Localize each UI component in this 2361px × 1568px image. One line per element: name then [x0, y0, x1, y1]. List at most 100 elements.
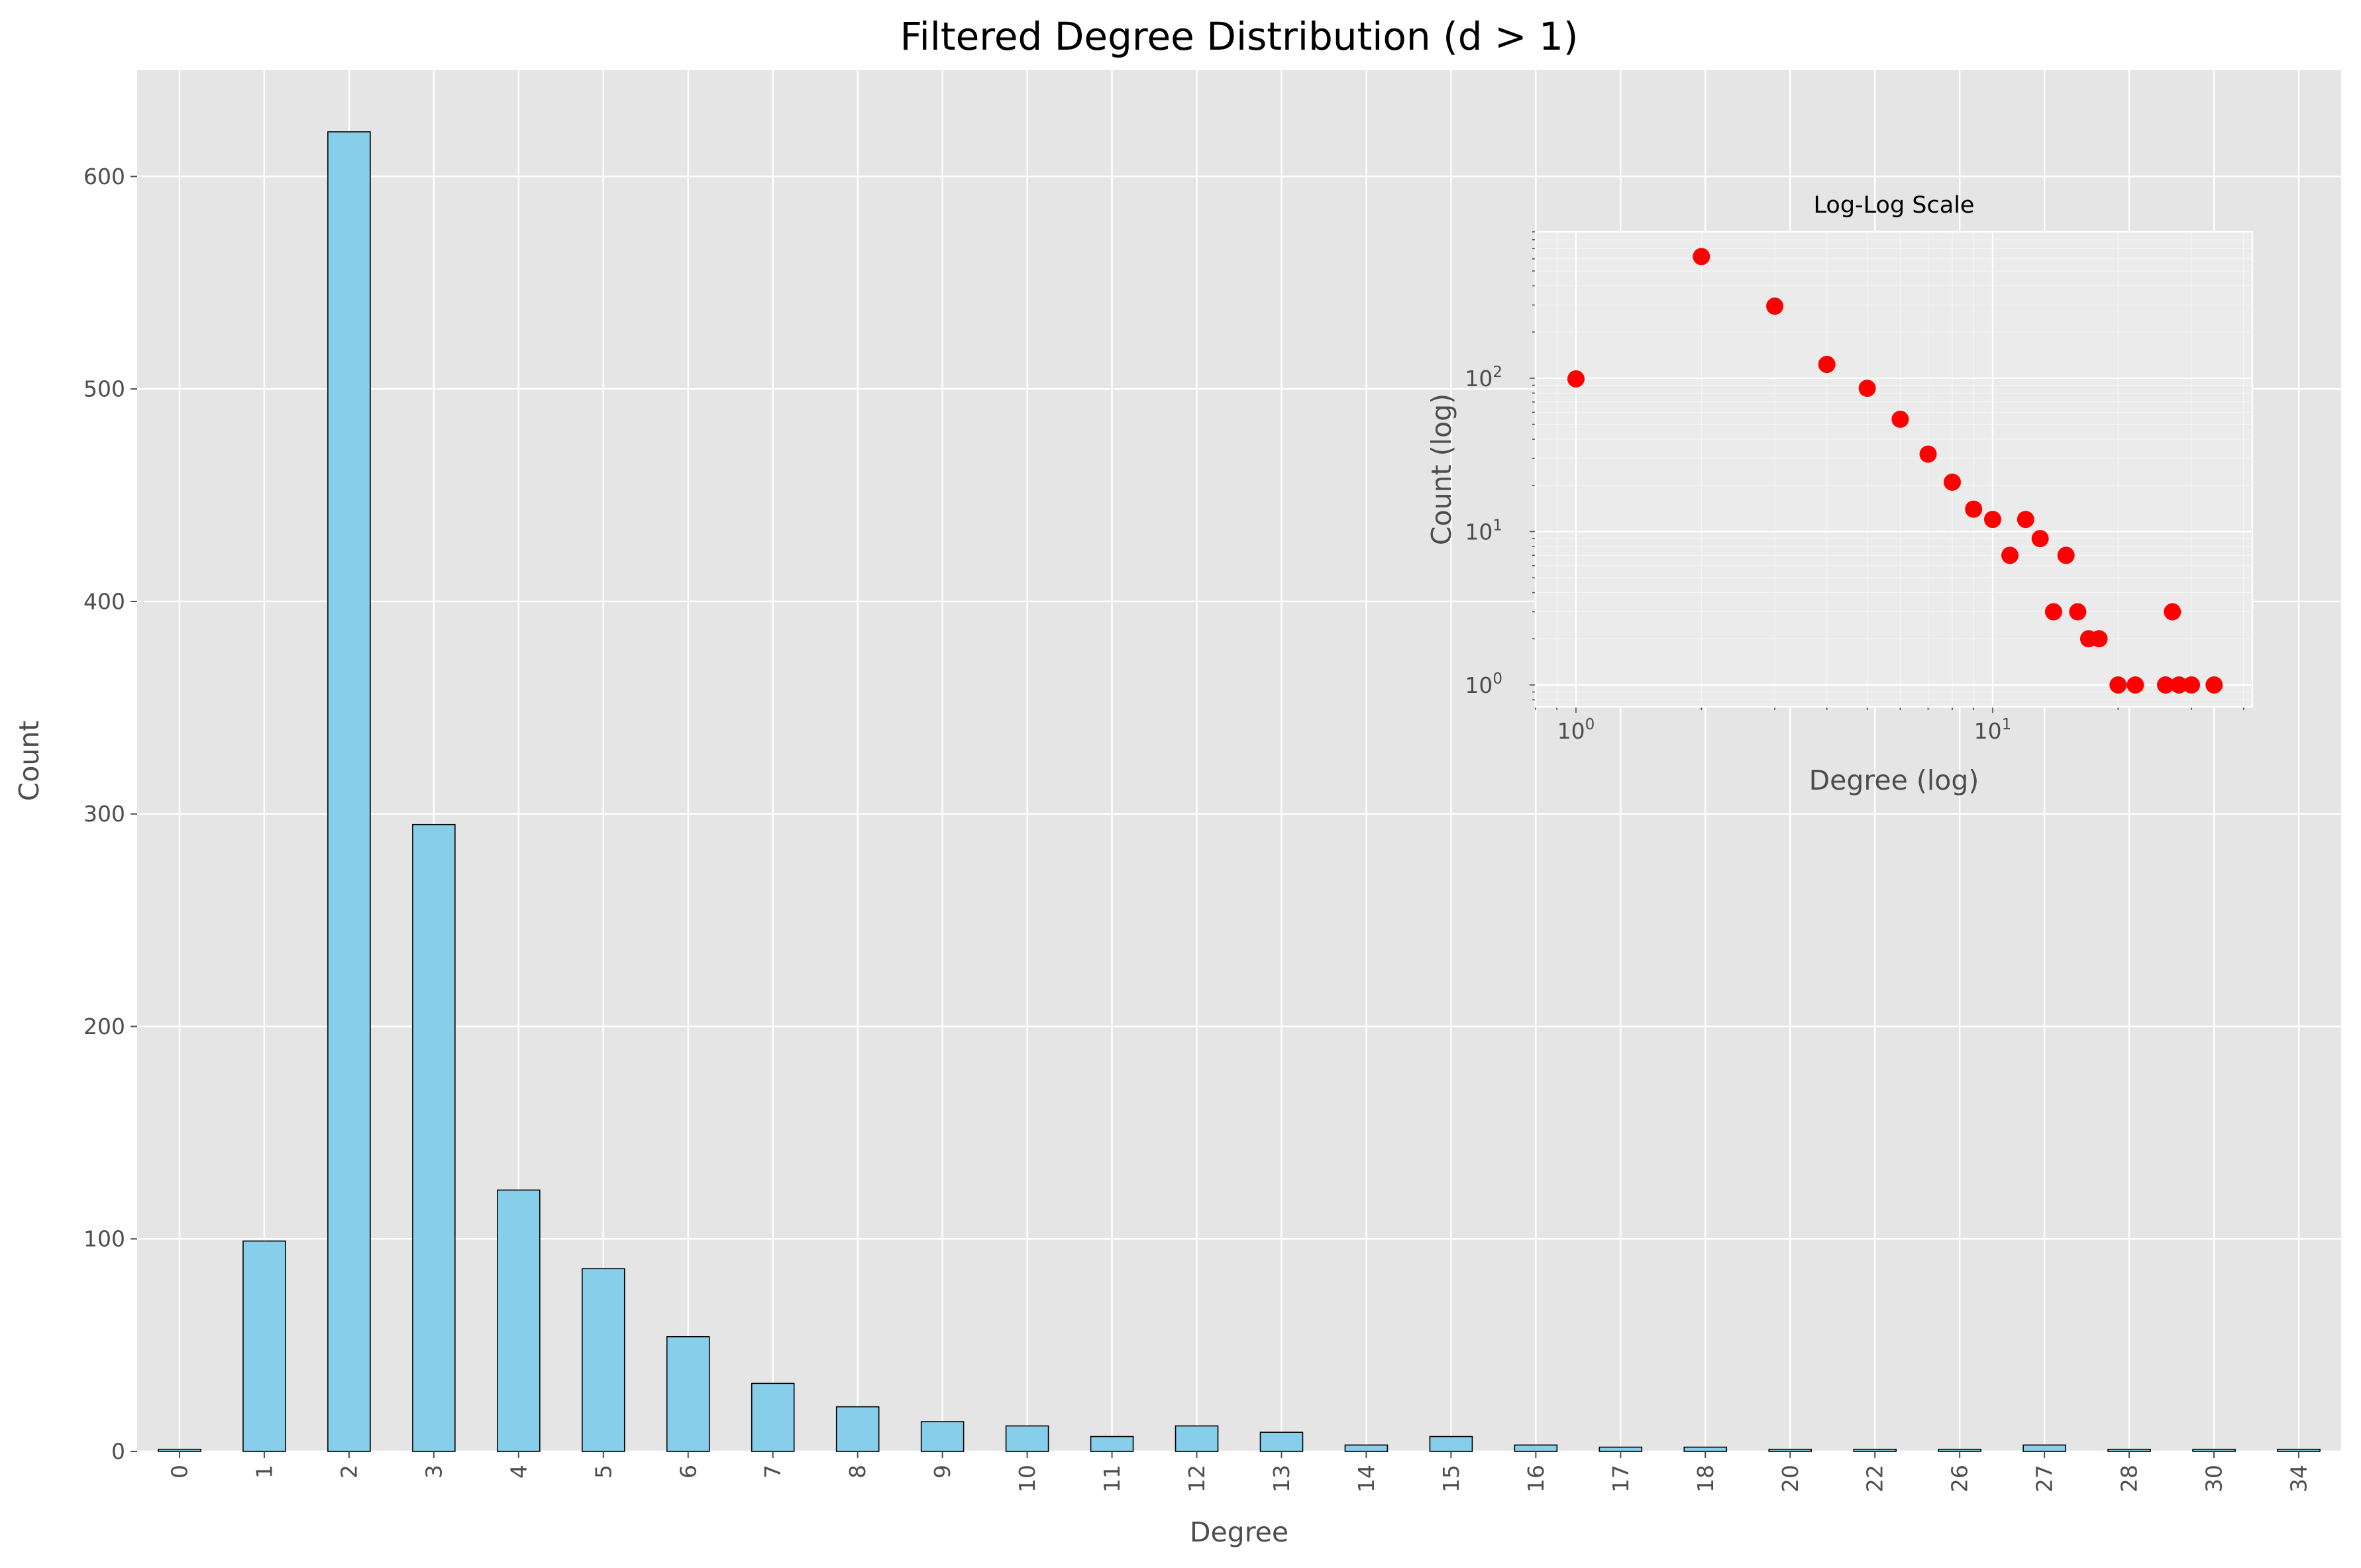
y-tick-label: 400 [83, 588, 125, 614]
y-tick-label: 0 [111, 1439, 125, 1465]
inset-point [2044, 603, 2062, 621]
bar [412, 823, 456, 1452]
x-tick-label: 5 [590, 1465, 616, 1479]
bar [327, 131, 371, 1452]
x-tick-label: 2 [336, 1465, 362, 1479]
inset-point [2057, 547, 2075, 564]
inset-point [2069, 603, 2087, 621]
x-tick-label: 7 [760, 1465, 786, 1479]
inset-point [1965, 500, 1983, 518]
x-tick-label: 16 [1523, 1465, 1549, 1492]
x-tick-label: 17 [1608, 1465, 1634, 1492]
inset-frame [1534, 231, 2254, 708]
main-y-tick-labels: 0 100 200 300 400 500 600 [83, 164, 137, 1465]
bar [920, 1421, 965, 1452]
inset-point [1891, 410, 1909, 428]
inset-x-axis-label: Degree (log) [1809, 764, 1979, 796]
x-tick-label: 34 [2286, 1465, 2312, 1492]
bar [2277, 1448, 2321, 1452]
inset-point [1818, 356, 1836, 374]
inset-point [1858, 380, 1876, 397]
x-tick-label: 28 [2117, 1465, 2142, 1492]
inset-point [2156, 676, 2174, 694]
inset-title: Log-Log Scale [1814, 192, 1975, 219]
x-tick-label: 27 [2032, 1465, 2058, 1492]
y-tick-label: 600 [83, 164, 125, 189]
inset-tick-labels: 100 101 100 101 102 [1465, 364, 2011, 744]
x-tick-label: 14 [1353, 1465, 1379, 1492]
inset-point [1766, 297, 1784, 315]
bar [1514, 1444, 1558, 1452]
x-tick-label: 1 [251, 1465, 277, 1479]
bar [666, 1335, 710, 1452]
x-tick-label: 30 [2201, 1465, 2227, 1492]
inset-plot-area [1536, 232, 2252, 707]
bar [158, 1448, 201, 1452]
x-tick-label: 6 [675, 1465, 701, 1479]
inset-y-tick-label: 100 [1465, 670, 1502, 698]
x-tick-label: 11 [1099, 1465, 1125, 1492]
bar [1175, 1425, 1219, 1452]
inset-points [1567, 248, 2223, 694]
bar [1344, 1444, 1389, 1452]
inset-point [2109, 676, 2127, 694]
bar [1683, 1446, 1728, 1452]
inset-point [1919, 445, 1937, 463]
x-tick-label: 20 [1777, 1465, 1803, 1492]
inset-point [2183, 676, 2201, 694]
inset-point [2164, 603, 2181, 621]
x-axis-label: Degree [1190, 1516, 1288, 1548]
main-bars [158, 131, 2321, 1452]
y-tick-label: 300 [83, 801, 125, 827]
bar [2192, 1448, 2236, 1452]
y-tick-label: 500 [83, 376, 125, 402]
main-x-tick-labels: 0 1 2 3 4 5 6 7 8 9 10 11 12 13 14 15 16 17 18 20 22 26 27 28 30… [166, 1451, 2312, 1492]
inset-y-tick-label: 101 [1465, 517, 1502, 545]
bar [751, 1383, 795, 1452]
bar [1259, 1432, 1304, 1452]
bar [2022, 1444, 2066, 1452]
y-tick-label: 200 [83, 1014, 125, 1039]
bar [1005, 1425, 1049, 1452]
inset-point [1983, 511, 2001, 529]
bar [1853, 1448, 1897, 1452]
x-tick-label: 26 [1947, 1465, 1973, 1492]
bar [1429, 1436, 1473, 1452]
x-tick-label: 15 [1438, 1465, 1464, 1492]
x-tick-label: 10 [1014, 1465, 1040, 1492]
inset-point [1944, 473, 1962, 491]
inset-point [2001, 547, 2019, 564]
chart-title: Filtered Degree Distribution (d > 1) [900, 14, 1578, 59]
x-tick-label: 4 [505, 1465, 531, 1479]
y-tick-label: 100 [83, 1226, 125, 1252]
bar [497, 1189, 541, 1452]
inset-y-tick-label: 102 [1465, 364, 1502, 392]
inset-point [2205, 676, 2223, 694]
inset-point [2090, 630, 2108, 648]
x-tick-label: 9 [929, 1465, 955, 1479]
main-gridlines [137, 70, 2341, 1453]
bar [581, 1268, 625, 1452]
inset-x-tick-label: 100 [1557, 716, 1595, 744]
inset-x-tick-label: 101 [1974, 716, 2012, 744]
x-tick-label: 3 [421, 1465, 446, 1479]
bar [1768, 1448, 1812, 1452]
bar [1090, 1436, 1134, 1452]
bar [835, 1406, 880, 1452]
x-tick-label: 13 [1269, 1465, 1294, 1492]
bar [242, 1240, 286, 1452]
inset-point [2031, 530, 2049, 548]
x-tick-label: 8 [845, 1465, 870, 1479]
x-tick-label: 0 [166, 1465, 192, 1479]
inset-point [1567, 370, 1585, 388]
inset-point [2170, 676, 2188, 694]
bar [2107, 1448, 2151, 1452]
inset-point [2017, 511, 2034, 529]
y-axis-label: Count [13, 721, 45, 802]
x-tick-label: 22 [1862, 1465, 1888, 1492]
inset-point [2126, 676, 2144, 694]
bar [1599, 1446, 1643, 1452]
inset-y-axis-label: Count (log) [1426, 393, 1457, 545]
